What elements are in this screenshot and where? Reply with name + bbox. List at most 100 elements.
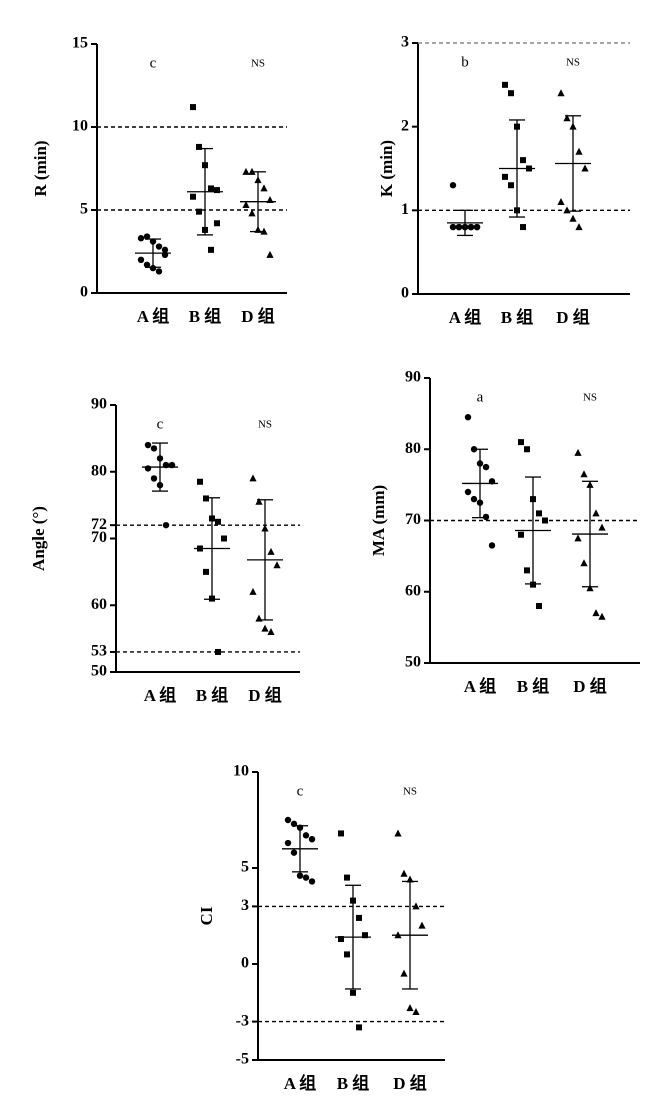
significance-label: a: [477, 389, 484, 405]
data-point: [418, 921, 426, 929]
data-point: [302, 874, 310, 881]
panel: 0 1 2 3 K (min) b NS A 组 B 组 D 组: [377, 34, 630, 327]
significance-label: NS: [258, 419, 272, 431]
significance-label: NS: [251, 58, 265, 70]
data-point: [196, 208, 202, 215]
significance-label: NS: [566, 57, 580, 69]
y-tick-label: 3: [241, 897, 249, 914]
x-tick-label: A 组: [137, 306, 170, 326]
y-axis-label: R (min): [31, 140, 50, 196]
y-tick-label: 0: [80, 284, 88, 301]
data-point: [150, 475, 158, 482]
data-point: [155, 268, 163, 275]
data-point: [144, 441, 152, 449]
data-point: [508, 90, 514, 97]
data-point: [488, 542, 496, 549]
data-point: [196, 143, 202, 150]
data-point: [162, 521, 170, 529]
data-point: [144, 465, 152, 472]
data-point: [267, 547, 275, 555]
data-point: [267, 627, 275, 635]
data-point: [586, 584, 594, 592]
data-point: [449, 223, 457, 231]
data-point: [190, 193, 196, 200]
y-tick-label: 10: [72, 118, 88, 135]
y-axis-label: MA (mm): [369, 485, 388, 556]
data-point: [406, 875, 414, 883]
y-tick-label: 5: [80, 201, 88, 218]
data-point: [143, 261, 151, 268]
data-point: [266, 250, 274, 258]
data-point: [406, 1004, 414, 1012]
x-tick-label: D 组: [241, 306, 275, 326]
data-point: [296, 872, 304, 879]
data-point: [221, 535, 227, 542]
data-point: [518, 439, 524, 446]
data-point: [482, 463, 490, 471]
x-tick-label: D 组: [556, 307, 590, 327]
y-tick-label: 70: [91, 529, 107, 546]
data-point: [248, 209, 256, 217]
y-tick-label: 90: [91, 396, 107, 413]
data-point: [563, 114, 571, 122]
y-tick-label: 60: [405, 582, 421, 599]
y-axis-label: CI: [197, 906, 216, 925]
data-point: [524, 567, 530, 574]
data-point: [350, 989, 356, 996]
y-tick-label: 60: [91, 596, 107, 613]
x-tick-label: B 组: [189, 306, 222, 326]
data-point: [356, 1024, 362, 1031]
data-point: [356, 914, 362, 921]
y-tick-label: 50: [405, 654, 421, 671]
data-point: [400, 869, 408, 877]
data-point: [508, 182, 514, 189]
y-tick-label: 2: [401, 117, 409, 134]
y-tick-label: 1: [401, 201, 409, 218]
data-point: [203, 568, 209, 575]
data-point: [581, 164, 589, 172]
y-tick-label: 15: [72, 35, 88, 52]
data-point: [208, 185, 214, 192]
data-point: [455, 223, 463, 231]
data-point: [575, 223, 583, 231]
data-point: [344, 874, 350, 881]
data-point: [137, 256, 145, 263]
data-point: [203, 495, 209, 502]
y-tick-label: 0: [241, 955, 249, 972]
data-point: [449, 182, 457, 189]
data-point: [362, 932, 368, 939]
data-point: [520, 157, 526, 164]
data-point: [149, 264, 157, 272]
y-tick-label: -5: [236, 1051, 249, 1068]
data-point: [290, 849, 298, 856]
significance-label: NS: [583, 392, 597, 404]
x-tick-label: D 组: [573, 676, 607, 696]
data-point: [214, 220, 220, 227]
x-tick-label: B 组: [196, 685, 229, 705]
data-point: [574, 448, 582, 456]
data-point: [150, 445, 158, 452]
data-point: [249, 474, 257, 482]
y-axis-label: Angle (°): [29, 506, 48, 571]
data-point: [344, 951, 350, 958]
panel: -5 -3 0 3 5 10 CI c NS A 组 B 组 D 组: [197, 763, 445, 1093]
data-point: [502, 173, 508, 180]
data-point: [338, 830, 344, 837]
data-point: [518, 531, 524, 538]
data-point: [575, 147, 583, 155]
data-point: [592, 609, 600, 617]
x-tick-label: B 组: [501, 307, 534, 327]
data-point: [242, 201, 250, 209]
y-tick-label: 0: [401, 285, 409, 302]
data-point: [482, 513, 490, 521]
panel: 50 60 70 80 90 MA (mm) a NS A 组 B 组 D 组: [369, 369, 640, 696]
significance-label: c: [150, 55, 157, 71]
data-point: [580, 470, 588, 478]
data-point: [524, 446, 530, 453]
data-point: [598, 612, 606, 620]
data-point: [308, 836, 316, 843]
data-point: [249, 587, 257, 595]
data-point: [190, 104, 196, 111]
data-point: [215, 648, 221, 655]
data-point: [580, 559, 588, 567]
